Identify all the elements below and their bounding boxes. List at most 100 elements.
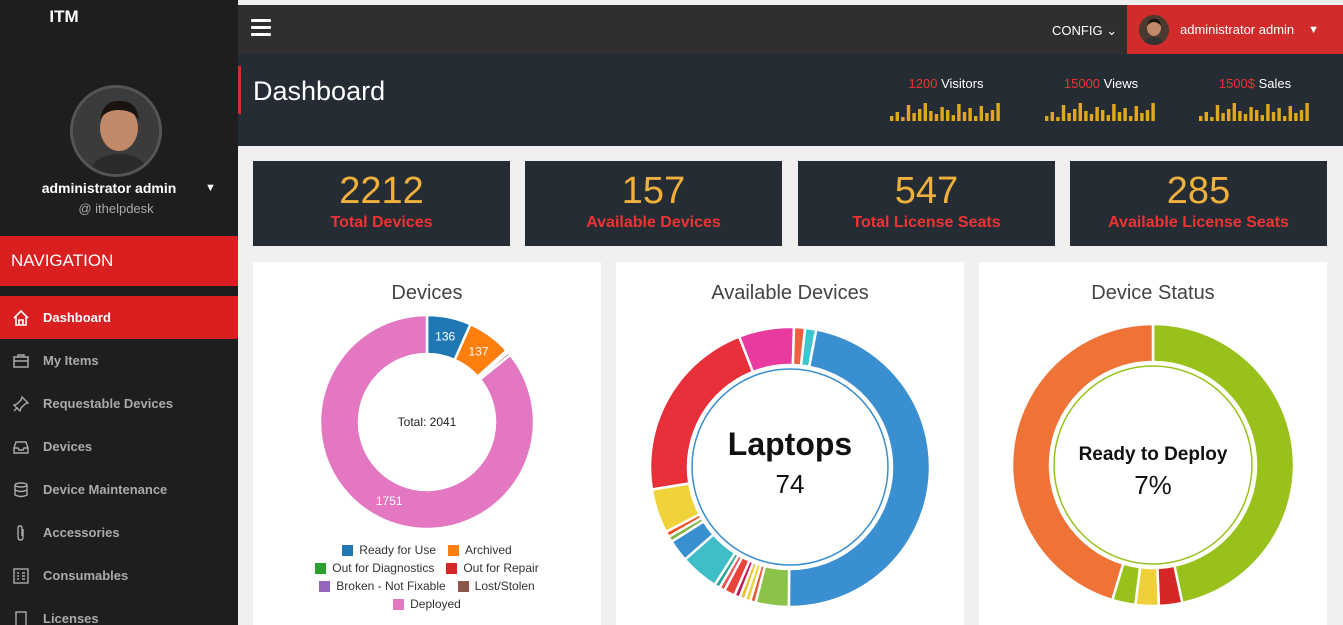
sidebar-item-requestable-devices[interactable]: Requestable Devices (0, 382, 238, 425)
legend-item[interactable]: Lost/Stolen (457, 579, 535, 593)
user-menu[interactable]: administrator admin ▼ (1127, 5, 1343, 54)
kpi-label: Available Devices (586, 214, 721, 231)
spark-bar (979, 106, 983, 121)
kpi-value: 157 (621, 170, 686, 212)
user-menu-label: administrator admin (1180, 22, 1295, 37)
inbox-icon (13, 440, 29, 454)
legend-item[interactable]: Out for Repair (446, 561, 539, 575)
donut-slice[interactable] (648, 334, 755, 491)
spark-bar (1084, 111, 1088, 121)
available-devices-chart-panel: Laptops 74 Available Devices (616, 262, 964, 625)
kpi-total-devices[interactable]: 2212 Total Devices (253, 161, 510, 246)
legend-label: Out for Diagnostics (332, 561, 435, 575)
grid-icon (13, 567, 29, 584)
kpi-total-license-seats[interactable]: 547 Total License Seats (798, 161, 1055, 246)
sidebar-item-accessories[interactable]: Accessories (0, 511, 238, 554)
sidebar-item-device-maintenance[interactable]: Device Maintenance (0, 468, 238, 511)
kpi-available-license-seats[interactable]: 285 Available License Seats (1070, 161, 1327, 246)
sidebar-item-my-items[interactable]: My Items (0, 339, 238, 382)
spark-bar (1294, 113, 1298, 121)
spark-bar (940, 107, 944, 121)
kpi-available-devices[interactable]: 157 Available Devices (525, 161, 782, 246)
chart-center-value: 74 (776, 469, 805, 499)
donut-slice[interactable] (799, 326, 818, 369)
sidebar-item-label: Consumables (43, 568, 129, 583)
chart-title: Device Status (1091, 282, 1215, 304)
stat-label: Views (1103, 76, 1139, 91)
spark-bar (1056, 117, 1060, 121)
avatar[interactable] (70, 85, 162, 177)
spark-bar (974, 116, 978, 121)
spark-bar (1277, 108, 1281, 121)
legend-label: Broken - Not Fixable (336, 579, 446, 593)
spark-bar (962, 112, 967, 121)
spark-bar (1255, 110, 1259, 121)
legend-item[interactable]: Out for Diagnostics (315, 561, 434, 575)
profile-caret-icon[interactable]: ▼ (205, 182, 216, 194)
spark-bar (918, 109, 922, 121)
sidebar-item-dashboard[interactable]: Dashboard (0, 296, 238, 339)
donut-slice[interactable] (787, 328, 932, 609)
spark-bar (1117, 112, 1122, 121)
legend-swatch (448, 544, 459, 556)
legend-label: Ready for Use (359, 543, 436, 557)
spark-bar (951, 115, 955, 121)
donut-slice[interactable] (1151, 322, 1296, 605)
sidebar-item-licenses[interactable]: Licenses (0, 597, 238, 625)
spark-bar (895, 112, 899, 121)
devices-chart-panel: 136 137 1751 Total: 2041 Devices Ready for … (253, 262, 601, 625)
spark-bar (1271, 112, 1276, 121)
menu-toggle-icon[interactable] (251, 19, 271, 37)
spark-bar (901, 117, 905, 121)
spark-bar (1134, 106, 1138, 121)
spark-bar (1227, 109, 1231, 121)
chart-center-label: Laptops (728, 426, 852, 462)
kpi-label: Total License Seats (852, 214, 1001, 231)
sidebar-item-consumables[interactable]: Consumables (0, 554, 238, 597)
spark-bar (912, 113, 916, 121)
spark-bar (1129, 116, 1133, 121)
views-stat: 15000 Views (1036, 76, 1166, 121)
legend-item[interactable]: Deployed (393, 597, 461, 611)
spark-bar (1266, 104, 1270, 121)
donut-slice[interactable] (1010, 322, 1155, 602)
header-accent (238, 66, 241, 114)
chart-center-label: Total: 2041 (398, 415, 457, 429)
spark-bar (985, 113, 989, 121)
page-header: Dashboard 1200 Visitors 15000 Views 1500… (238, 54, 1343, 146)
sidebar-item-label: Dashboard (43, 310, 111, 325)
legend-swatch (457, 580, 469, 592)
sidebar-item-label: Devices (43, 439, 93, 454)
brand-logo[interactable]: ITM (49, 7, 79, 26)
spark-bar (1073, 109, 1077, 121)
spark-bar (1095, 107, 1099, 121)
legend-item[interactable]: Ready for Use (342, 543, 436, 557)
config-label: CONFIG (1052, 23, 1103, 38)
spark-bar (890, 116, 894, 121)
donut-slice[interactable] (318, 313, 536, 531)
spark-bar (1305, 103, 1309, 121)
profile-handle: @ ithelpdesk (78, 201, 154, 216)
sidebar-item-devices[interactable]: Devices (0, 425, 238, 468)
kpi-value: 285 (1166, 170, 1231, 212)
device-status-chart-panel: Ready to Deploy 7% Device Status (979, 262, 1327, 625)
legend-item[interactable]: Archived (448, 543, 512, 557)
devices-chart-legend: Ready for Use Archived Out for Diagnostics… (253, 543, 601, 615)
sales-sparkline (1199, 103, 1309, 121)
data-label: 137 (469, 344, 489, 358)
sidebar-item-label: Device Maintenance (43, 482, 168, 497)
spark-bar (1243, 114, 1248, 121)
devices-donut-chart: 136 137 1751 Total: 2041 (318, 313, 536, 531)
spark-bar (1151, 103, 1155, 121)
visitors-sparkline (890, 103, 1000, 121)
spark-bar (957, 104, 961, 121)
config-menu[interactable]: CONFIG ⌄ (1052, 23, 1117, 39)
spark-bar (1238, 111, 1242, 121)
spark-bar (1045, 116, 1049, 121)
stat-value: 1200 (908, 76, 938, 91)
data-label: 136 (435, 329, 455, 343)
sidebar: ITM administrator admin ▼ @ ithelpdesk N… (0, 0, 238, 625)
spark-bar (1078, 103, 1082, 121)
stat-label: Visitors (941, 76, 984, 91)
legend-item[interactable]: Broken - Not Fixable (319, 579, 446, 593)
